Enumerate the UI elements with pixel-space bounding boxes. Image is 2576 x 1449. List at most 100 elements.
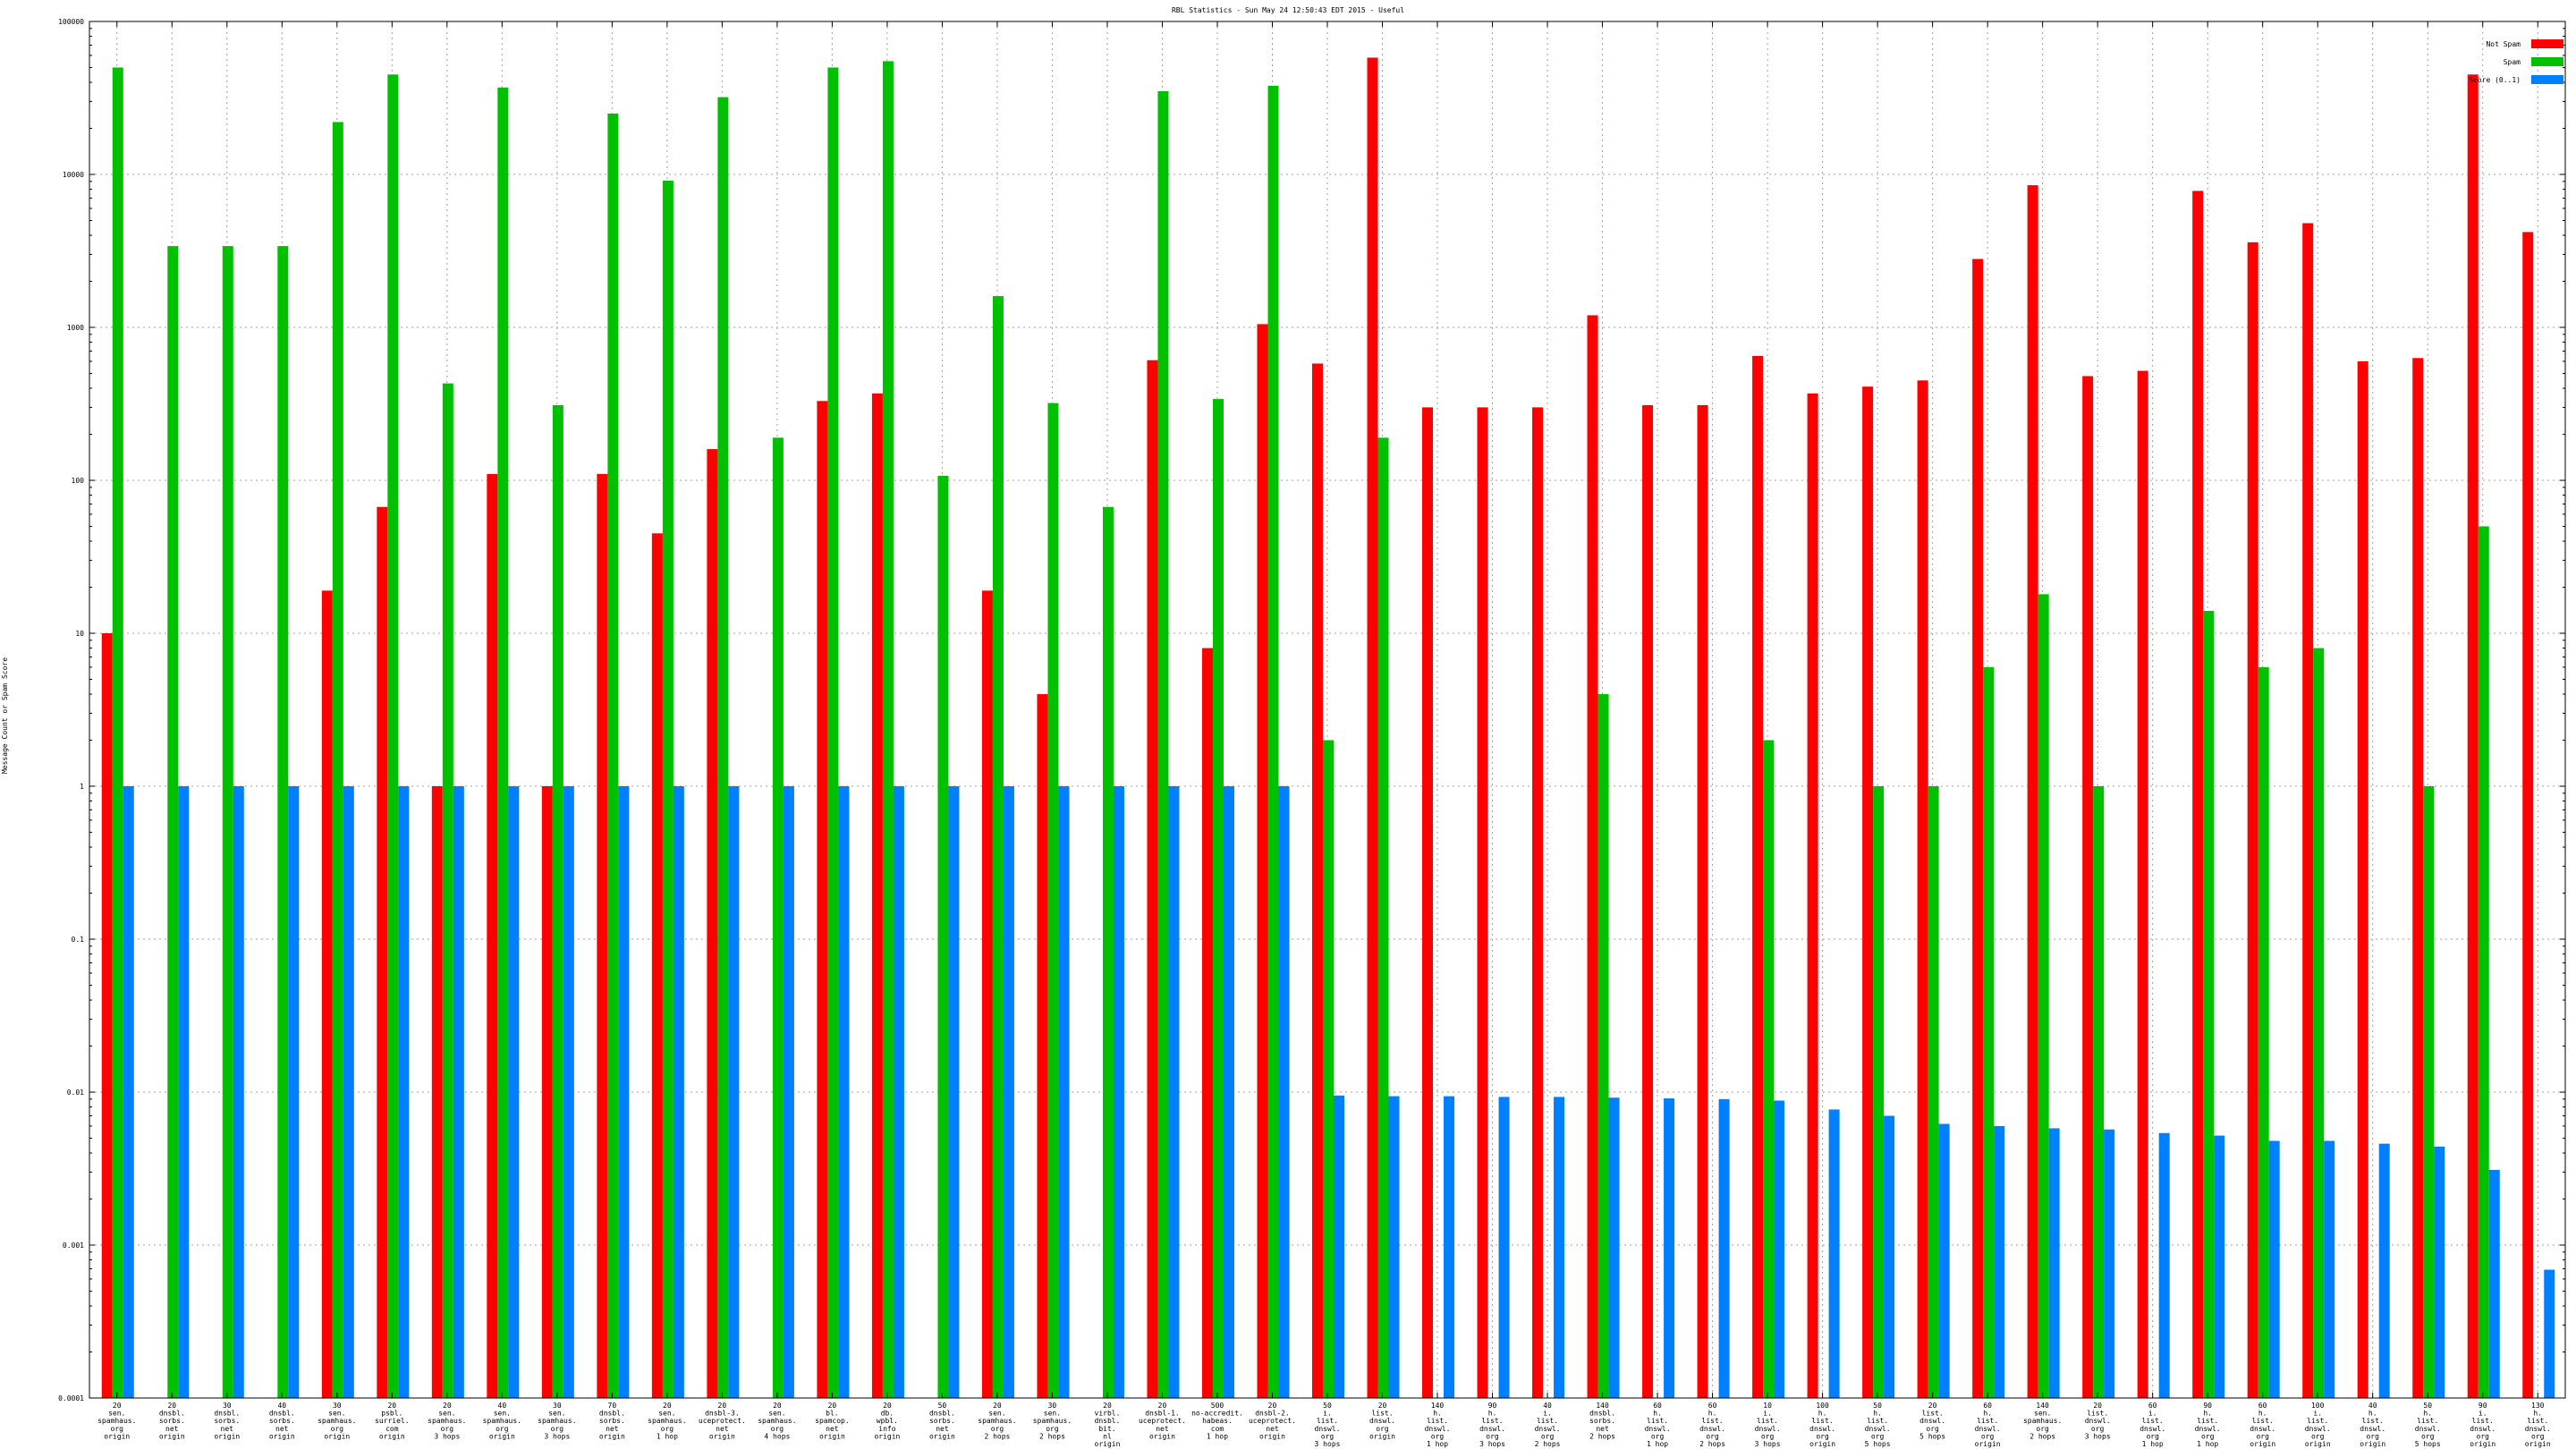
x-tick-label-line: 60: [1708, 1402, 1717, 1410]
bar: [497, 87, 509, 1398]
x-tick-label-line: sorbs.: [1589, 1417, 1615, 1425]
x-tick-label: 20 sen. spamhaus. org 2 hops: [978, 1402, 1016, 1440]
x-tick-label-line: sorbs.: [929, 1417, 955, 1425]
x-tick-label: 20 list. dnswl. org 3 hops: [2085, 1402, 2111, 1440]
x-tick-label-line: spamhaus.: [483, 1417, 521, 1425]
bar: [1323, 740, 1334, 1398]
x-tick-label: 90 h. list. dnswl. org 3 hops: [1479, 1402, 1505, 1448]
x-tick-label-line: 500: [1211, 1402, 1224, 1410]
x-tick-label-line: origin: [104, 1432, 130, 1440]
bar: [1388, 1096, 1400, 1398]
x-tick-label: 20 sen. spamhaus. org 4 hops: [758, 1402, 796, 1440]
bar: [321, 590, 333, 1398]
x-tick-label-line: h.: [2258, 1410, 2267, 1418]
x-tick-label-line: 20: [993, 1402, 1002, 1410]
x-tick-label-line: origin: [599, 1432, 625, 1440]
x-tick-label-line: dnswl.: [2415, 1425, 2441, 1433]
x-tick-label-line: h.: [2203, 1410, 2212, 1418]
x-tick-label-line: 20: [443, 1402, 452, 1410]
x-tick-label-line: 70: [608, 1402, 617, 1410]
x-tick-label-line: spamhaus.: [2023, 1417, 2062, 1425]
x-tick-label-line: uceprotect.: [699, 1417, 746, 1425]
bar: [1983, 666, 1995, 1398]
bar: [1157, 90, 1169, 1399]
bar: [707, 449, 718, 1399]
bar: [618, 786, 630, 1398]
bar: [717, 97, 729, 1398]
bar: [487, 473, 498, 1398]
y-axis-label: Message Count or Spam Score: [1, 657, 9, 774]
x-tick-label-line: 3 hops: [1315, 1440, 1341, 1448]
x-tick-label-line: dnswl.: [2250, 1425, 2275, 1433]
x-tick-label-line: origin: [1259, 1432, 1285, 1440]
bar: [2378, 1143, 2390, 1398]
bar: [1047, 402, 1059, 1398]
x-tick-label-line: 40: [498, 1402, 507, 1410]
x-tick-label-line: org: [2256, 1432, 2269, 1440]
x-tick-label-line: dnsbl-2.: [1255, 1410, 1290, 1418]
x-tick-label-line: 20: [828, 1402, 837, 1410]
bar: [2434, 1146, 2445, 1398]
y-tick-label: 0.001: [63, 1241, 84, 1250]
x-tick-label-line: origin: [709, 1432, 735, 1440]
x-tick-label-line: sen.: [1044, 1410, 1061, 1418]
x-tick-label-line: list.: [2087, 1410, 2108, 1418]
x-tick-label-line: list.: [1812, 1417, 1834, 1425]
x-tick-label-line: 1 hop: [1207, 1432, 1228, 1440]
x-tick-label-line: sen.: [108, 1410, 125, 1418]
bar: [1477, 407, 1488, 1399]
bar: [431, 786, 443, 1398]
x-tick-label-line: 30: [1048, 1402, 1057, 1410]
x-tick-label-line: 1 hop: [657, 1432, 678, 1440]
x-tick-label-line: 20: [1268, 1402, 1277, 1410]
x-tick-label-line: origin: [1149, 1432, 1175, 1440]
x-tick-label-line: sen.: [328, 1410, 345, 1418]
x-tick-label-line: h.: [2368, 1410, 2377, 1418]
bar: [2268, 1140, 2280, 1398]
bar: [442, 383, 453, 1398]
bar: [1223, 786, 1234, 1398]
bar: [992, 296, 1004, 1399]
x-tick-label-line: h.: [1488, 1410, 1497, 1418]
x-tick-label-line: 140: [1596, 1402, 1609, 1410]
bar: [1058, 786, 1070, 1398]
x-tick-label-line: dnswl.: [1315, 1425, 1341, 1433]
x-tick-label-line: org: [496, 1425, 509, 1433]
legend-label: Spam: [2504, 58, 2521, 66]
x-tick-label-line: spamhaus.: [1033, 1417, 1072, 1425]
legend-swatch: [2531, 75, 2563, 84]
x-tick-label-line: org: [1926, 1425, 1939, 1433]
bar: [1267, 85, 1279, 1398]
x-tick-label-line: h.: [1708, 1410, 1717, 1418]
x-tick-label: 20 dnsbl-1. uceprotect. net origin: [1139, 1402, 1186, 1440]
x-tick-label-line: org: [1486, 1432, 1499, 1440]
x-tick-label-line: list.: [2472, 1417, 2494, 1425]
x-tick-label-line: net: [165, 1425, 179, 1433]
x-tick-label-line: org: [2311, 1432, 2325, 1440]
x-tick-label: 50 h. list. dnswl. org 5 hops: [2415, 1402, 2441, 1448]
x-tick-label: 60 i. list. dnswl. org 1 hop: [2140, 1402, 2165, 1448]
x-tick-label-line: origin: [2470, 1440, 2496, 1448]
bar: [1201, 648, 1213, 1398]
x-tick-label-line: sorbs.: [599, 1417, 625, 1425]
x-tick-label-line: org: [1431, 1432, 1445, 1440]
x-tick-label-line: dnsbl.: [1589, 1410, 1615, 1418]
x-tick-label-line: 20: [883, 1402, 892, 1410]
bar: [563, 786, 574, 1398]
y-tick-label: 100: [72, 477, 85, 485]
x-tick-label-line: dnsbl.: [599, 1410, 625, 1418]
bar: [1938, 1123, 1950, 1398]
x-tick-label-line: i.: [2148, 1410, 2157, 1418]
x-tick-label-line: 30: [223, 1402, 232, 1410]
x-tick-label-line: 90: [2479, 1402, 2487, 1410]
x-tick-label-line: 3 hops: [2085, 1432, 2111, 1440]
x-tick-label-line: i.: [1543, 1410, 1552, 1418]
x-tick-label-line: 60: [2258, 1402, 2267, 1410]
x-tick-label-line: sorbs.: [269, 1417, 295, 1425]
x-tick-label-line: list.: [1481, 1417, 1503, 1425]
x-tick-label-line: net: [606, 1425, 619, 1433]
y-tick-label: 1000: [67, 324, 84, 332]
x-tick-label-line: org: [1376, 1425, 1389, 1433]
x-tick-label-line: dnswl.: [1699, 1425, 1725, 1433]
